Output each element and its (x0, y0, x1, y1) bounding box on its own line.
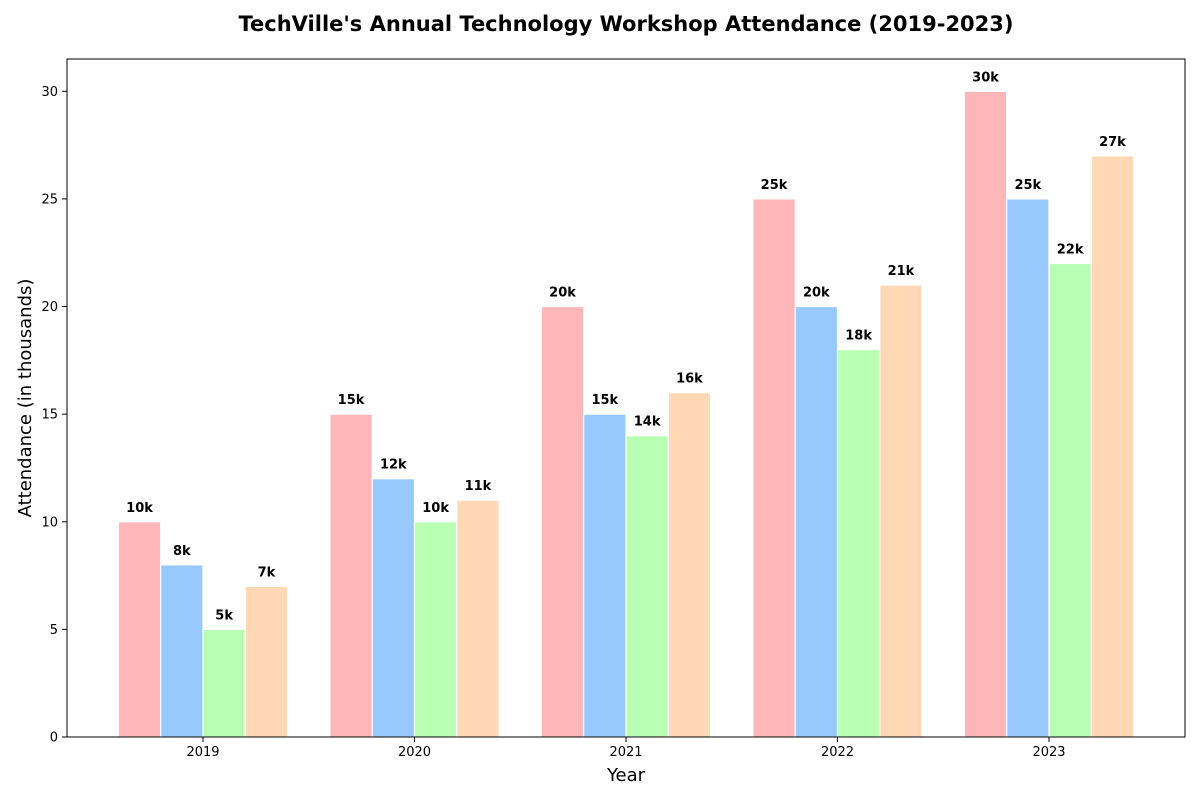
bar-2019-series-2 (160, 564, 204, 738)
bars-layer (117, 90, 1135, 738)
x-tick-label: 2021 (609, 745, 642, 760)
y-tick-label: 10 (41, 515, 58, 530)
y-tick-label: 30 (41, 85, 58, 100)
data-label-2020-series-2: 12k (380, 458, 407, 473)
data-label-2021-series-1: 20k (549, 286, 576, 301)
x-tick-label: 2023 (1032, 745, 1065, 760)
y-tick-label: 20 (41, 300, 58, 315)
bar-2023-series-2 (1006, 198, 1050, 738)
chart-title: TechVille's Annual Technology Workshop A… (238, 12, 1013, 36)
data-label-2019-series-4: 7k (258, 565, 276, 580)
data-label-2023-series-4: 27k (1099, 135, 1126, 150)
data-label-2022-series-2: 20k (803, 286, 830, 301)
data-label-2023-series-1: 30k (972, 70, 999, 85)
data-label-2021-series-4: 16k (676, 372, 703, 387)
data-label-2022-series-3: 18k (845, 329, 872, 344)
data-label-2019-series-2: 8k (173, 544, 191, 559)
bar-2021-series-3 (625, 435, 669, 738)
data-label-2023-series-2: 25k (1014, 178, 1041, 193)
bar-2022-series-4 (879, 284, 923, 738)
x-axis-label: Year (606, 765, 646, 786)
data-label-2022-series-4: 21k (888, 264, 915, 279)
bar-2021-series-2 (583, 413, 627, 738)
y-axis-label: Attendance (in thousands) (15, 279, 36, 518)
data-label-2021-series-3: 14k (634, 415, 661, 430)
bar-2021-series-1 (540, 305, 585, 738)
bar-2020-series-1 (329, 413, 373, 738)
bar-2019-series-1 (117, 521, 162, 738)
bar-2020-series-3 (413, 521, 458, 738)
x-tick-label: 2022 (821, 745, 854, 760)
bar-2022-series-1 (752, 198, 796, 738)
bar-2019-series-3 (202, 628, 246, 738)
y-tick-label: 5 (50, 623, 58, 638)
bar-2023-series-1 (963, 90, 1008, 738)
bar-2022-series-3 (836, 348, 881, 738)
data-label-2022-series-1: 25k (761, 178, 788, 193)
data-label-2021-series-2: 15k (591, 393, 618, 408)
data-label-2020-series-3: 10k (422, 501, 449, 516)
data-label-2023-series-3: 22k (1057, 242, 1084, 257)
x-tick-label: 2019 (186, 745, 219, 760)
y-axis: 0 5 10 15 20 25 30 (41, 85, 67, 746)
y-tick-label: 25 (41, 192, 58, 207)
data-labels-layer: 10k 8k 5k 7k 15k 12k 10k 11k 20k 15k 14k 16k 25k 20k 1… (126, 70, 1126, 623)
bar-2020-series-2 (371, 478, 416, 738)
bar-2019-series-4 (244, 585, 289, 738)
bar-2020-series-4 (456, 499, 500, 738)
data-label-2019-series-1: 10k (126, 501, 153, 516)
x-tick-label: 2020 (398, 745, 431, 760)
data-label-2019-series-3: 5k (215, 608, 233, 623)
bar-2023-series-3 (1048, 262, 1092, 738)
y-tick-label: 15 (41, 408, 58, 423)
data-label-2020-series-4: 11k (465, 479, 492, 494)
bar-2022-series-2 (794, 305, 839, 738)
y-tick-label: 0 (50, 731, 58, 746)
x-axis: 2019 2020 2021 2022 2023 (186, 737, 1066, 760)
bar-2021-series-4 (667, 392, 712, 738)
bar-2023-series-4 (1090, 155, 1135, 738)
data-label-2020-series-1: 15k (338, 393, 365, 408)
